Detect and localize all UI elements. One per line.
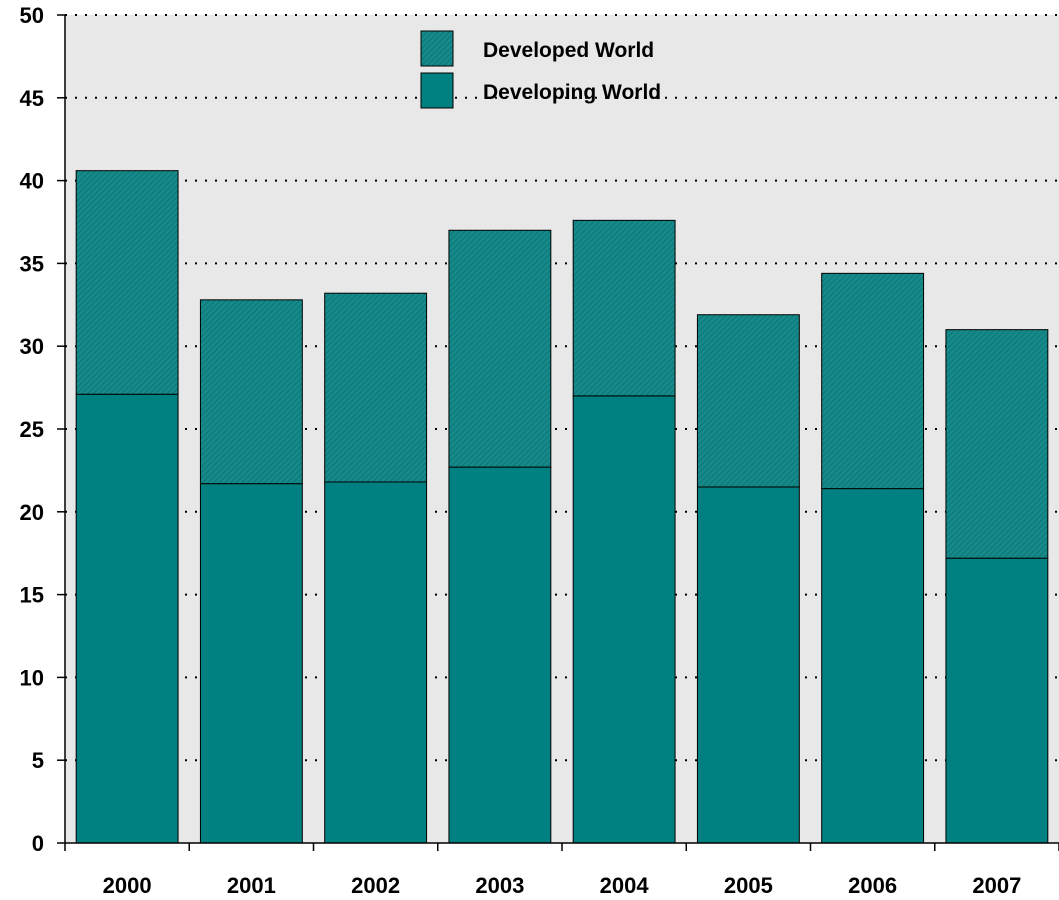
x-tick-label: 2000 (103, 873, 152, 898)
legend-swatch (420, 30, 454, 67)
legend-label: Developed World (483, 39, 654, 62)
bar-developing-world (821, 488, 925, 844)
x-tick-label: 2004 (600, 873, 650, 898)
y-tick-label: 15 (20, 583, 44, 608)
legend-swatch (420, 72, 454, 109)
bar-developed-world (75, 170, 179, 395)
bar-developed-world (448, 229, 552, 468)
bar-developed-world (821, 272, 925, 490)
y-tick-label: 25 (20, 417, 44, 442)
y-tick-label: 45 (20, 86, 44, 111)
x-tick-label: 2003 (475, 873, 524, 898)
bar-developing-world (199, 483, 303, 844)
bar-developing-world (324, 481, 428, 844)
bar-developing-world (696, 486, 800, 844)
bar-developed-world (696, 314, 800, 488)
bar-developed-world (945, 329, 1049, 559)
bar-developed-world (199, 299, 303, 485)
legend-label: Developing World (483, 81, 661, 104)
bar-developing-world (572, 395, 676, 844)
y-tick-label: 35 (20, 251, 44, 276)
y-tick-label: 50 (20, 3, 44, 28)
y-tick-label: 10 (20, 665, 44, 690)
y-tick-label: 20 (20, 500, 44, 525)
bar-developing-world (448, 466, 552, 844)
bar-developing-world (945, 557, 1049, 844)
x-tick-label: 2002 (351, 873, 400, 898)
y-tick-label: 40 (20, 169, 44, 194)
y-tick-label: 5 (32, 748, 44, 773)
x-tick-label: 2007 (972, 873, 1021, 898)
y-axis-ticks: 0 5 10 15 20 25 30 35 40 45 50 (20, 3, 65, 856)
y-tick-label: 30 (20, 334, 44, 359)
bar-developing-world (75, 393, 179, 844)
legend: Developed World Developing World (420, 30, 661, 109)
x-tick-label: 2001 (227, 873, 276, 898)
bars (75, 170, 1049, 844)
x-tick-label: 2006 (848, 873, 897, 898)
x-tick-label: 2005 (724, 873, 773, 898)
bar-developed-world (572, 219, 676, 397)
y-tick-label: 0 (32, 831, 44, 856)
bar-developed-world (324, 292, 428, 483)
x-axis-labels: 2000 2001 2002 2003 2004 2005 2006 2007 (103, 873, 1022, 898)
